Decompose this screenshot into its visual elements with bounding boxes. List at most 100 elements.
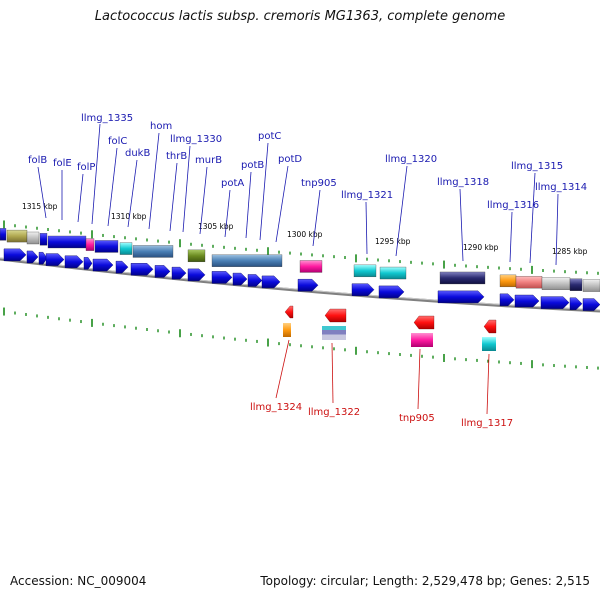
gene-label-llmg_1335[interactable]: llmg_1335 <box>81 113 133 124</box>
feature-box <box>299 260 323 273</box>
accession-text: Accession: NC_009004 <box>10 574 147 588</box>
leader-line <box>529 172 536 264</box>
leader-line <box>224 189 231 238</box>
minus-gene-arrow <box>483 319 497 334</box>
gene-arrow <box>211 271 233 284</box>
leader-line <box>245 171 252 239</box>
leader-line <box>91 123 101 225</box>
feature-box <box>94 240 119 253</box>
feature-box <box>439 271 486 285</box>
gene-arrow <box>540 296 570 309</box>
leader-line <box>459 188 464 262</box>
leader-line <box>486 353 490 415</box>
kbp-label-1300: 1300 kbp <box>287 230 323 239</box>
feature-box <box>499 274 517 288</box>
topology-text: Topology: circular; Length: 2,529,478 bp… <box>260 574 590 588</box>
gene-label-folP[interactable]: folP <box>77 162 95 173</box>
leader-line <box>555 193 559 266</box>
feature-box <box>6 229 28 243</box>
gene-arrow <box>569 297 583 310</box>
leader-line <box>312 189 321 247</box>
gene-label-folC[interactable]: folC <box>108 136 127 147</box>
gene-arrow <box>115 260 129 274</box>
gene-arrow <box>83 257 93 270</box>
gene-arrow <box>38 251 48 265</box>
minus-strand-features <box>283 305 497 351</box>
leader-line <box>331 342 334 404</box>
feature-box <box>39 233 48 246</box>
feature-box <box>132 245 174 258</box>
minus-feature-box <box>411 333 433 347</box>
leader-line <box>199 166 208 235</box>
gene-label-llmg_1315[interactable]: llmg_1315 <box>511 161 563 172</box>
feature-box <box>26 231 40 245</box>
gene-label-llmg_1314[interactable]: llmg_1314 <box>535 182 587 193</box>
gene-label-llmg_1330[interactable]: llmg_1330 <box>170 134 222 145</box>
leader-line <box>182 145 191 233</box>
gene-arrow <box>378 285 405 299</box>
leader-line <box>259 142 269 241</box>
gene-label-tnp905-minus[interactable]: tnp905 <box>399 413 435 424</box>
feature-box <box>187 249 206 263</box>
feature-box <box>379 266 407 280</box>
gene-label-hom[interactable]: hom <box>150 121 172 132</box>
gene-label-llmg_1318[interactable]: llmg_1318 <box>437 177 489 188</box>
gene-label-llmg_1322[interactable]: llmg_1322 <box>308 407 360 418</box>
gene-label-potA[interactable]: potA <box>221 178 244 189</box>
scale-ticks <box>3 220 599 370</box>
leader-line <box>365 201 368 255</box>
plus-strand-genes <box>3 248 600 311</box>
leader-line <box>127 159 138 228</box>
kbp-label-1305: 1305 kbp <box>198 222 234 231</box>
gene-arrow <box>351 283 375 296</box>
gene-label-llmg_1324[interactable]: llmg_1324 <box>250 402 302 413</box>
gene-label-tnp905-plus[interactable]: tnp905 <box>301 178 337 189</box>
gene-label-folE[interactable]: folE <box>53 158 72 169</box>
leader-line <box>37 166 47 219</box>
gene-label-llmg_1316[interactable]: llmg_1316 <box>487 200 539 211</box>
gene-label-potC[interactable]: potC <box>258 131 281 142</box>
gene-label-murB[interactable]: murB <box>195 155 222 166</box>
gene-label-folB[interactable]: folB <box>28 155 47 166</box>
plus-strand-features <box>0 228 600 292</box>
gene-arrow <box>154 265 171 278</box>
feature-box <box>582 279 600 292</box>
gene-arrow <box>261 275 281 289</box>
feature-box <box>541 277 571 290</box>
leader-line <box>509 211 513 263</box>
feature-box <box>353 264 377 278</box>
kbp-label-1310: 1310 kbp <box>111 212 147 221</box>
minus-feature-box <box>482 337 496 351</box>
gene-arrow <box>130 263 154 276</box>
gene-label-llmg_1320[interactable]: llmg_1320 <box>385 154 437 165</box>
gene-arrow <box>232 272 248 286</box>
gene-arrow <box>514 294 540 308</box>
gene-label-dukB[interactable]: dukB <box>125 148 150 159</box>
gene-label-thrB[interactable]: thrB <box>166 151 187 162</box>
gene-label-potB[interactable]: potB <box>241 160 264 171</box>
genome-title: Lactococcus lactis subsp. cremoris MG136… <box>94 9 506 24</box>
kbp-label-1295: 1295 kbp <box>375 237 411 246</box>
kbp-label-1290: 1290 kbp <box>463 243 499 252</box>
gene-label-llmg_1317[interactable]: llmg_1317 <box>461 418 513 429</box>
leader-line <box>77 173 84 223</box>
leader-line <box>395 165 408 257</box>
gene-arrow <box>64 255 84 268</box>
gene-arrow <box>92 258 114 272</box>
gene-arrow <box>297 278 319 292</box>
leader-line <box>417 348 421 410</box>
feature-box <box>0 228 7 241</box>
minus-gene-arrow <box>284 305 294 319</box>
feature-box <box>515 275 543 289</box>
feature-box <box>569 278 583 291</box>
feature-box <box>47 235 87 249</box>
gene-arrow <box>499 293 515 307</box>
leader-line <box>275 165 289 243</box>
gene-arrow <box>171 266 187 280</box>
gene-arrow <box>3 248 27 262</box>
gene-label-llmg_1321[interactable]: llmg_1321 <box>341 190 393 201</box>
gene-label-potD[interactable]: potD <box>278 154 302 165</box>
kbp-label-1315: 1315 kbp <box>22 202 58 211</box>
leader-line <box>148 132 160 230</box>
